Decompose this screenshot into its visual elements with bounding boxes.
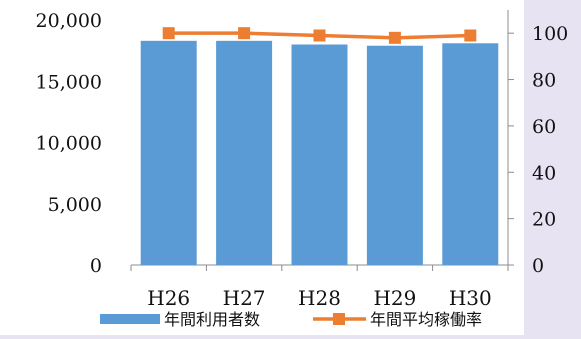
- right-tick-label: 80: [532, 70, 556, 92]
- left-axis: 0 5,000 10,000 15,000 20,000: [36, 10, 102, 277]
- x-tick-label: H27: [223, 286, 266, 310]
- line-point: [162, 27, 175, 40]
- line-point: [464, 29, 477, 42]
- bar: [140, 40, 197, 266]
- legend-swatch-marker: [333, 313, 345, 325]
- bar: [442, 43, 499, 266]
- left-tick-label: 10,000: [36, 133, 102, 155]
- x-tick-label: H30: [449, 286, 492, 310]
- line-series: [162, 27, 477, 44]
- legend-label-line: 年間平均稼働率: [370, 310, 482, 329]
- right-tick-label: 60: [532, 116, 556, 138]
- legend-label-bars: 年間利用者数: [164, 310, 260, 329]
- right-axis: 0 20 40 60 80 100: [507, 10, 568, 277]
- bar: [366, 45, 423, 265]
- bar: [216, 40, 273, 266]
- bar-series: [140, 40, 499, 266]
- left-tick-label: 0: [90, 255, 102, 277]
- x-tick-label: H26: [147, 286, 190, 310]
- line-point: [388, 31, 401, 44]
- bar: [291, 44, 348, 265]
- right-tick-label: 0: [532, 255, 544, 277]
- right-tick-label: 100: [532, 23, 568, 45]
- line-point: [238, 27, 251, 40]
- legend: 年間利用者数 年間平均稼働率: [100, 310, 482, 329]
- right-tick-label: 20: [532, 209, 556, 231]
- legend-swatch-bars: [100, 314, 160, 324]
- x-tick-label: H28: [298, 286, 341, 310]
- line-point: [313, 29, 326, 42]
- right-tick-label: 40: [532, 162, 556, 184]
- x-tick-label: H29: [373, 286, 416, 310]
- left-tick-label: 20,000: [36, 10, 102, 32]
- left-tick-label: 5,000: [48, 194, 102, 216]
- left-tick-label: 15,000: [36, 71, 102, 93]
